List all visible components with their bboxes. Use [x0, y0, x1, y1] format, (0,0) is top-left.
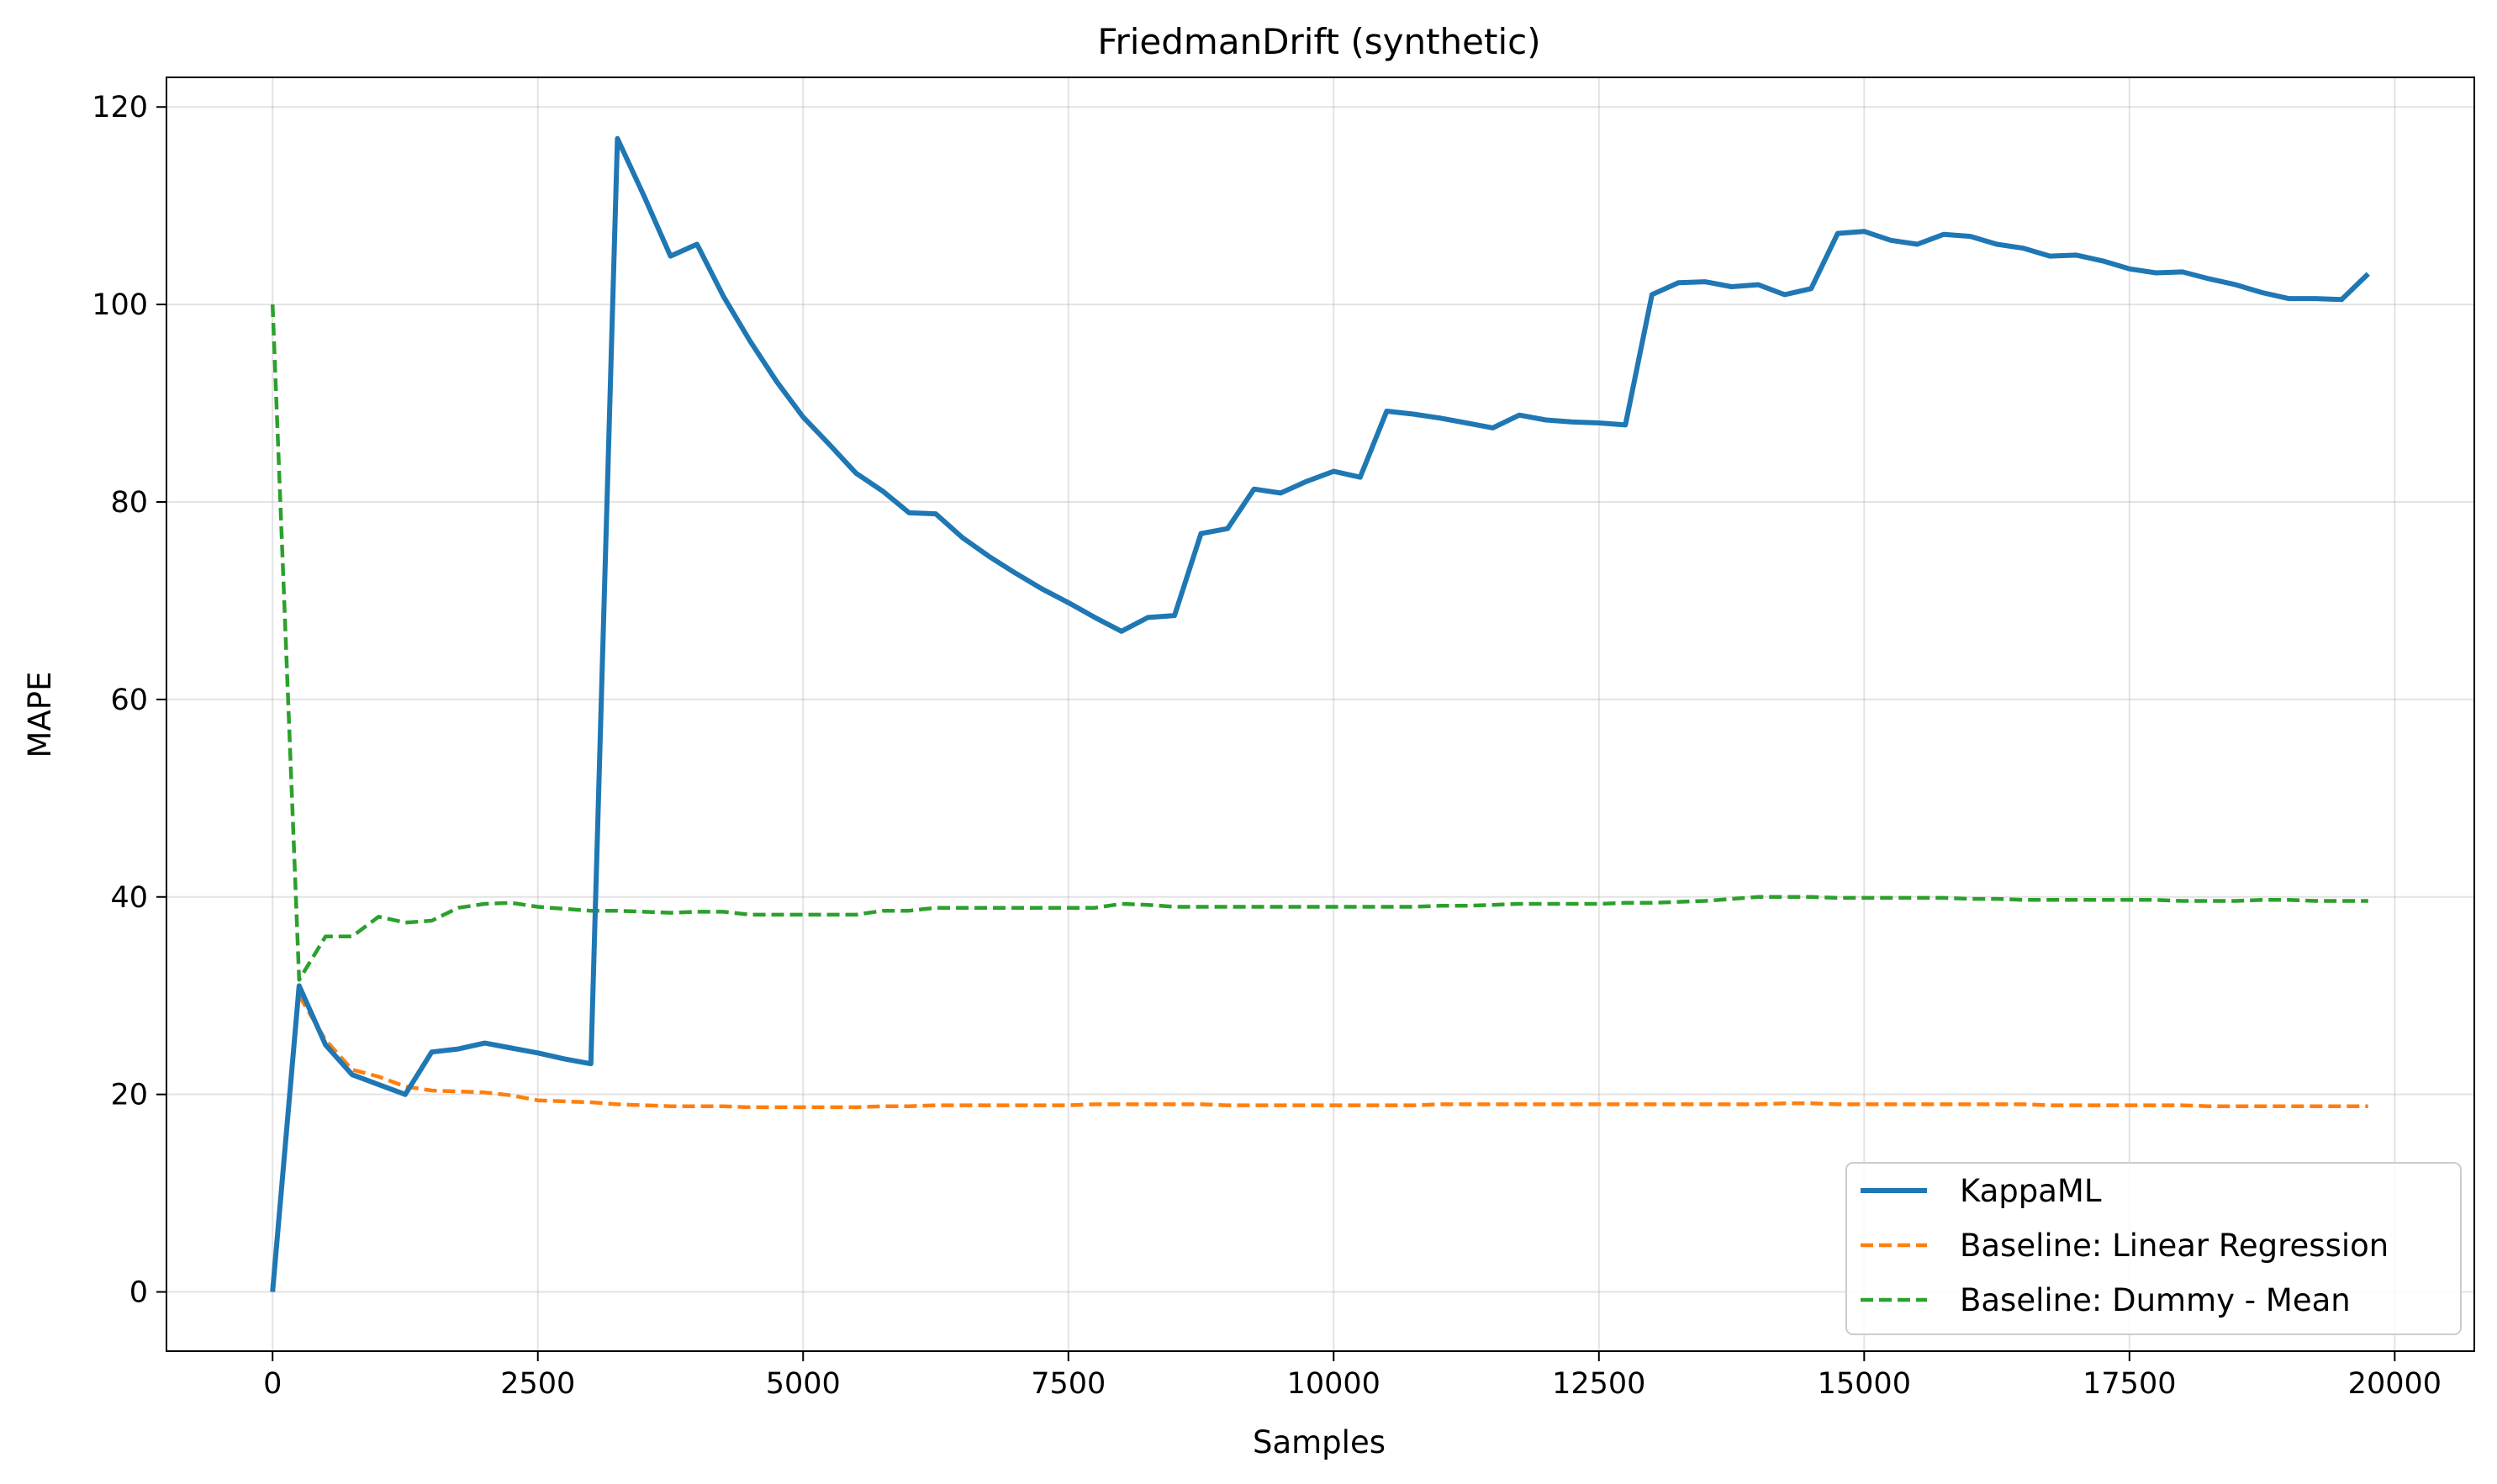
axis-ticks: 0 2500 5000 7500 10000 12500 15000 17500 20000 0 2… [92, 91, 2442, 1401]
legend-label: Baseline: Dummy - Mean [1960, 1282, 2351, 1318]
x-axis-label: Samples [1253, 1424, 1386, 1460]
x-tick-label: 12500 [1552, 1367, 1645, 1401]
y-tick-label: 60 [110, 684, 148, 717]
x-tick-label: 7500 [1031, 1367, 1106, 1401]
legend-label: Baseline: Linear Regression [1960, 1228, 2389, 1264]
series-line-baseline-dummy-mean [270, 304, 2368, 982]
legend-label: KappaML [1960, 1173, 2102, 1209]
x-tick-label: 0 [263, 1367, 282, 1401]
series-line-baseline-linear-regression [297, 995, 2368, 1110]
x-tick-label: 2500 [500, 1367, 575, 1401]
y-tick-label: 100 [92, 288, 148, 322]
chart-title: FriedmanDrift (synthetic) [1097, 21, 1540, 62]
legend-frame [1845, 1162, 2462, 1335]
y-axis-label: MAPE [22, 672, 58, 758]
x-tick-label: 5000 [766, 1367, 841, 1401]
x-tick-label: 20000 [2348, 1367, 2442, 1401]
x-tick-label: 17500 [2083, 1367, 2176, 1401]
x-tick-label: 15000 [1818, 1367, 1911, 1401]
y-tick-label: 80 [110, 486, 148, 520]
plot-frame [166, 77, 2475, 1352]
x-tick-label: 10000 [1287, 1367, 1380, 1401]
y-tick-label: 0 [129, 1276, 148, 1310]
y-tick-label: 40 [110, 881, 148, 915]
legend: KappaML Baseline: Linear Regression Baseli… [1845, 1162, 2462, 1335]
y-tick-label: 20 [110, 1079, 148, 1112]
series-lines [270, 135, 2370, 1292]
series-line-kappaml [270, 135, 2370, 1292]
y-tick-label: 120 [92, 91, 148, 124]
